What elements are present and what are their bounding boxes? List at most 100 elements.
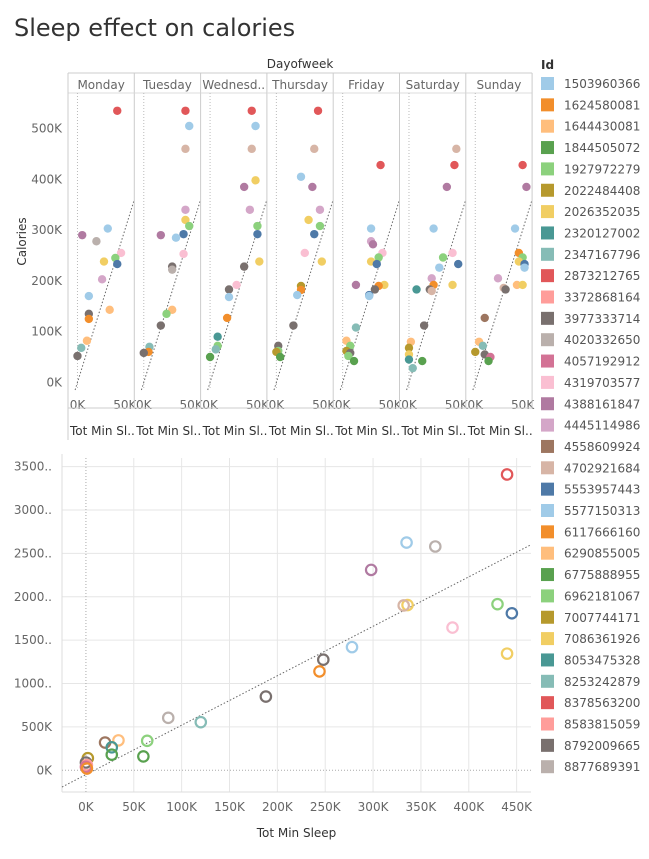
x-tick-label: 50K [122, 800, 146, 814]
facet-data-point [239, 262, 249, 271]
facet-data-point [404, 343, 414, 353]
facet-data-point [518, 160, 527, 170]
facet-data-point [364, 291, 374, 301]
legend-entry-label: 4057192912 [564, 355, 640, 369]
legend-entry-label: 8053475328 [564, 653, 640, 667]
legend-entry-label: 4558609924 [564, 440, 640, 454]
facet-data-point [97, 275, 107, 284]
legend-swatch [541, 226, 554, 240]
x-tick-label: 0K [70, 398, 87, 412]
legend-swatch [541, 738, 554, 752]
data-point [446, 621, 459, 634]
data-point [316, 653, 330, 667]
x-axis-label-tot-min-sleep: Tot Min Sl.. [135, 424, 201, 438]
facet-data-point [185, 221, 194, 231]
x-tick-label: 250K [310, 800, 342, 814]
facet-data-point [99, 257, 109, 266]
facet-data-point [317, 257, 327, 266]
data-point [505, 606, 519, 620]
facet-header-label: Wednesd.. [202, 78, 265, 92]
legend-entry-label: 8792009665 [564, 739, 640, 753]
x-axis-label-tot-min-sleep: Tot Min Sl.. [467, 424, 533, 438]
legend-swatch [541, 461, 554, 475]
facet-data-point [484, 356, 493, 366]
legend-entry-label: 1927972279 [564, 162, 640, 176]
legend-swatch [541, 119, 554, 133]
facet-data-point [181, 144, 190, 154]
facet-data-point [211, 345, 220, 354]
facet-data-point [351, 323, 361, 332]
x-tick-label: 150K [214, 800, 246, 814]
facet-data-point [162, 309, 171, 319]
facet-header-label: Tuesday [142, 78, 192, 92]
legend-swatch [541, 183, 554, 197]
facet-data-point [404, 355, 414, 364]
facet-data-point [315, 221, 325, 231]
legend-entry-label: 6962181067 [564, 589, 640, 603]
page-title: Sleep effect on calories [14, 14, 296, 42]
facet-data-point [113, 259, 122, 269]
x-axis-label-tot-min-sleep: Tot Min Sl.. [268, 424, 334, 438]
facet-data-point [435, 263, 444, 272]
data-point [80, 762, 94, 775]
legend-swatch [541, 632, 554, 646]
data-point [364, 563, 378, 577]
facet-data-point [452, 144, 461, 154]
legend-entry-label: 2022484408 [564, 184, 640, 198]
x-tick-label: 0K [269, 398, 286, 412]
legend-entry-label: 4388161847 [564, 397, 640, 411]
data-point [397, 599, 410, 612]
facet-data-point [368, 240, 378, 249]
legend-swatch [541, 354, 554, 368]
legend-swatch [541, 247, 554, 261]
facet-data-point [442, 182, 452, 192]
facet-data-point [419, 321, 429, 330]
facet-data-point [296, 172, 306, 181]
legend-swatch [541, 717, 554, 731]
legend-entry-label: 3372868164 [564, 291, 640, 305]
facet-data-point [304, 215, 313, 225]
facet-header-label: Monday [77, 78, 124, 92]
x-tick-label: 0K [468, 398, 485, 412]
legend-swatch [541, 418, 554, 432]
data-point [140, 734, 154, 748]
facet-data-point [167, 265, 177, 274]
legend-swatch [541, 696, 554, 710]
x-tick-label: 400K [453, 800, 485, 814]
facet-data-point [105, 305, 114, 314]
legend-swatch [541, 162, 554, 176]
facet-data-point [300, 248, 309, 258]
legend-entry-label: 4020332650 [564, 333, 640, 347]
legend-swatch [541, 504, 554, 517]
legend-swatch [541, 141, 554, 155]
facet-data-point [448, 280, 457, 290]
data-point [112, 734, 125, 747]
facet-data-point [205, 352, 215, 362]
data-point [259, 690, 273, 703]
facet-data-point [92, 237, 101, 246]
legend-swatch [541, 439, 554, 453]
x-tick-label: 0K [78, 800, 95, 814]
legend-title: Id [541, 58, 554, 72]
y-tick-label: 2500.. [14, 546, 52, 560]
facet-header-label: Saturday [406, 78, 460, 92]
y-tick-label: 3500.. [14, 460, 52, 474]
x-tick-label: 450K [501, 800, 533, 814]
facet-data-point [480, 313, 489, 323]
facet-data-point [427, 274, 436, 283]
facet-data-point [185, 121, 194, 131]
facet-data-point [418, 356, 427, 366]
legend-swatch [541, 205, 554, 219]
facet-data-point [247, 106, 256, 115]
facet-data-point [438, 253, 448, 262]
data-point [491, 597, 504, 611]
facet-data-point [412, 285, 421, 294]
legend-swatch [541, 333, 554, 347]
legend-swatch [541, 653, 554, 667]
data-point [345, 640, 359, 654]
legend-swatch [541, 375, 554, 389]
facet-data-point [84, 314, 94, 324]
facet-data-point [349, 356, 359, 366]
facet-data-point [374, 253, 383, 262]
column-header-dayofweek: Dayofweek [267, 57, 334, 71]
